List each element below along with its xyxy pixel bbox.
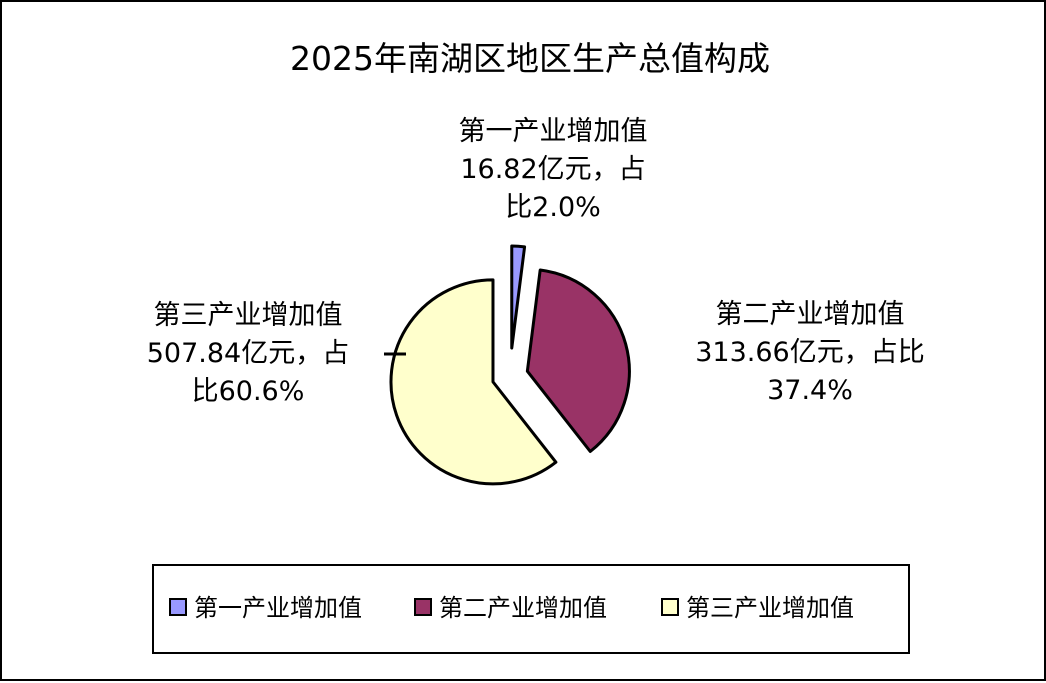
data-label-line: 第一产业增加值: [459, 116, 648, 147]
legend-label-secondary: 第二产业增加值: [439, 594, 607, 622]
pie-slice-secondary: [525, 268, 631, 453]
legend-label-primary: 第一产业增加值: [194, 594, 362, 622]
data-label-line: 16.82亿元，占: [460, 154, 645, 185]
legend-box: [152, 564, 910, 654]
legend-swatch-secondary: [414, 598, 432, 616]
legend: 第一产业增加值 第二产业增加值 第三产业增加值: [152, 564, 910, 654]
data-label-line: 507.84亿元，占: [147, 338, 349, 369]
pie-slices: [389, 244, 631, 486]
data-label-tertiary: 第三产业增加值 507.84亿元，占比60.6%: [147, 300, 349, 407]
legend-swatch-primary: [169, 598, 187, 616]
chart-title: 2025年南湖区地区生产总值构成: [290, 39, 770, 78]
data-labels: 第一产业增加值 16.82亿元，占比2.0% 第二产业增加值 313.66亿元，占比 3…: [147, 116, 925, 407]
data-label-line: 比60.6%: [192, 376, 305, 407]
data-label-line: 第二产业增加值: [716, 299, 905, 330]
legend-swatch-tertiary: [661, 598, 679, 616]
data-label-secondary: 第二产业增加值 313.66亿元，占比 37.4%: [695, 299, 924, 406]
data-label-line: 比2.0%: [505, 192, 601, 223]
data-label-line: 37.4%: [767, 375, 853, 406]
data-label-line: 313.66亿元，占比: [695, 337, 924, 368]
data-label-line: 第三产业增加值: [154, 300, 343, 331]
pie-slice-tertiary: [389, 278, 558, 486]
legend-label-tertiary: 第三产业增加值: [686, 594, 854, 622]
data-label-primary: 第一产业增加值 16.82亿元，占比2.0%: [459, 116, 648, 223]
pie-slice-primary: [510, 244, 527, 350]
